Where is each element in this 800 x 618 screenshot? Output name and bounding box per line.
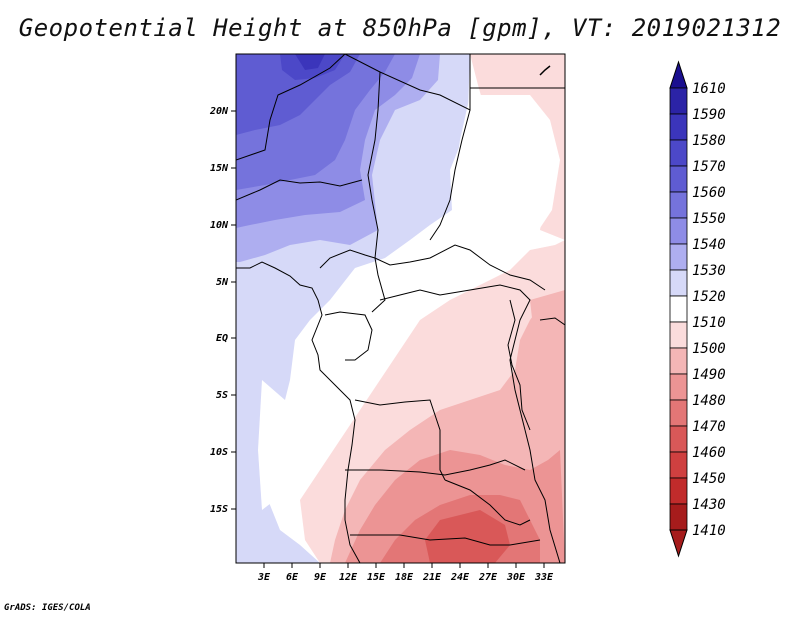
colorbar-label: 1560 [692, 185, 726, 201]
colorbar-band [669, 295, 688, 323]
border-car [374, 244, 546, 291]
field-1560 [236, 54, 360, 135]
lon-label: 24E [450, 572, 470, 583]
coastline [236, 261, 361, 563]
colorbar-label: 1510 [692, 315, 726, 331]
colorbar-label: 1530 [692, 263, 726, 279]
lat-label: 20N [209, 106, 229, 117]
field-1460 [425, 510, 510, 563]
field-1490-east [530, 290, 565, 365]
colorbar-label: 1610 [692, 81, 726, 97]
colorbar: 1610 1590 1580 1570 1560 1550 1540 1530 1520 1510… [669, 60, 726, 558]
lake-tanganyika [507, 299, 531, 431]
lat-label: 10S [210, 447, 228, 458]
credit-label: GrADS: IGES/COLA [4, 603, 91, 613]
colorbar-label: 1580 [692, 133, 726, 149]
field-1510-patch [258, 380, 288, 510]
field-1580 [295, 54, 325, 70]
border-zimbabwe [444, 479, 531, 526]
colorbar-label: 1470 [692, 419, 726, 435]
border-libya [344, 54, 471, 111]
border-niger-south [236, 179, 363, 201]
colorbar-band [669, 87, 688, 115]
colorbar-label: 1570 [692, 159, 726, 175]
colorbar-band [669, 113, 688, 141]
colorbar-band [669, 243, 688, 271]
colorbar-band [669, 217, 688, 245]
lon-label: 27E [478, 572, 498, 583]
colorbar-band [669, 347, 688, 375]
colorbar-label: 1520 [692, 289, 726, 305]
border-congo [324, 311, 373, 361]
border-mozambique [524, 429, 561, 563]
lon-label: 6E [286, 572, 299, 583]
colorbar-top-arrow [669, 60, 688, 89]
colorbar-label: 1450 [692, 471, 726, 487]
lon-axis: 3E 6E 9E 12E 15E 18E 21E 24E 27E 30E 33E [257, 563, 554, 583]
colorbar-band [669, 191, 688, 219]
border-angola [354, 399, 446, 481]
lat-axis: 20N 15N 10N 5N EQ 5S 10S 15S [209, 106, 236, 515]
colorbar-label: 1430 [692, 497, 726, 513]
colorbar-bottom-arrow [669, 529, 688, 558]
field-1510-east [455, 95, 560, 240]
border-cameroon [319, 249, 386, 313]
colorbar-band [669, 425, 688, 453]
colorbar-band [669, 269, 688, 297]
colorbar-band [669, 373, 688, 401]
lon-label: 3E [257, 572, 271, 583]
colorbar-label: 1480 [692, 393, 726, 409]
border-namibia [350, 534, 541, 546]
lat-label: 15S [210, 504, 228, 515]
colorbar-band [669, 451, 688, 479]
colorbar-label: 1590 [692, 107, 726, 123]
lat-label: 10N [210, 220, 229, 231]
colorbar-label: 1500 [692, 341, 726, 357]
lat-label: 5S [216, 390, 228, 401]
lon-label: 15E [367, 572, 386, 583]
coast-fragment [539, 65, 551, 76]
border-kenya [539, 317, 565, 326]
colorbar-label: 1460 [692, 445, 726, 461]
borders [236, 54, 565, 563]
colorbar-label: 1410 [692, 523, 726, 539]
map-frame [235, 53, 566, 564]
lon-label: 30E [506, 572, 526, 583]
lon-label: 9E [314, 572, 327, 583]
border-mali [236, 54, 346, 161]
colorbar-band [669, 165, 688, 193]
colorbar-band [669, 477, 688, 505]
lat-label: EQ [216, 333, 228, 344]
lat-label: 15N [210, 163, 229, 174]
lat-label: 5N [216, 277, 229, 288]
map-field [236, 54, 565, 563]
lon-label: 33E [534, 572, 554, 583]
map-title: Geopotential Height at 850hPa [gpm], VT:… [18, 14, 782, 42]
lon-label: 21E [422, 572, 442, 583]
colorbar-band [669, 503, 688, 531]
border-chad-west [367, 71, 381, 259]
border-zambia [345, 459, 526, 476]
lon-label: 18E [395, 572, 414, 583]
colorbar-band [669, 399, 688, 427]
colorbar-band [669, 321, 688, 349]
colorbar-band [669, 139, 688, 167]
colorbar-label: 1550 [692, 211, 726, 227]
colorbar-label: 1490 [692, 367, 726, 383]
border-chad-east [429, 109, 471, 241]
border-drc [379, 284, 531, 431]
colorbar-label: 1540 [692, 237, 726, 253]
lon-label: 12E [339, 572, 358, 583]
